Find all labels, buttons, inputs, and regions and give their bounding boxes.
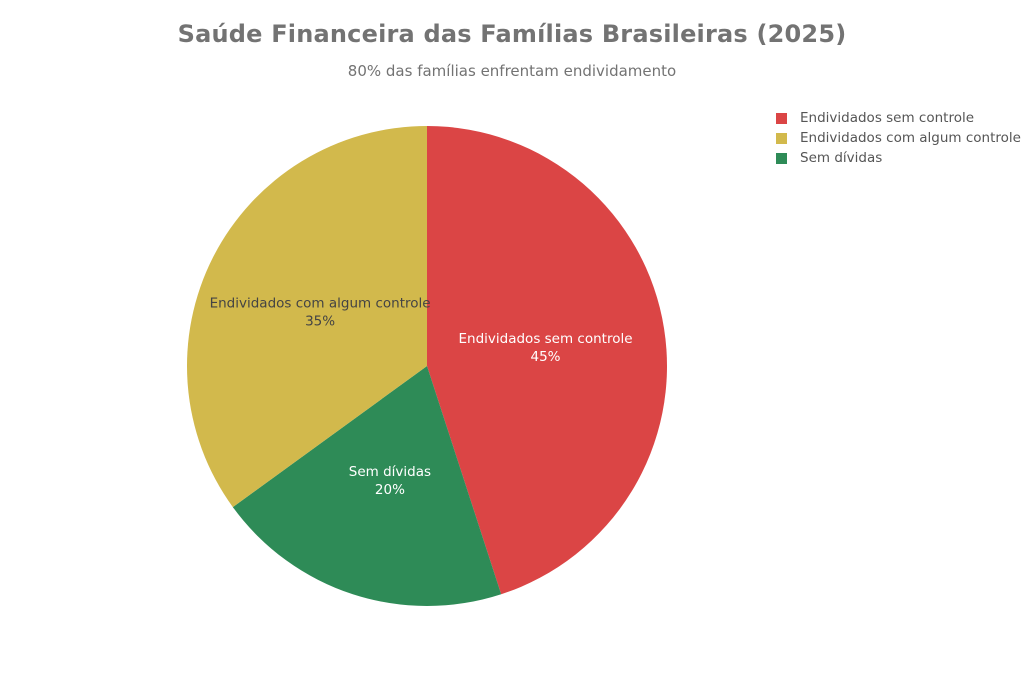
legend-label-2: Sem dívidas [800,150,883,166]
slice-value-1: 20% [375,482,405,498]
pie-slices [187,126,667,607]
legend-swatch-2 [776,152,787,164]
slice-value-2: 35% [305,314,335,330]
pie-slice-1[interactable] [232,366,502,607]
slice-label-0: Endividados sem controle [459,331,633,347]
pie-slice-labels: Endividados sem controle 45% Sem dívidas 20… [210,296,633,499]
legend-item-1[interactable]: Endividados com algum controle [776,128,1021,148]
chart-subtitle: 80% das famílias enfrentam endividamento [347,62,677,80]
legend: Endividados sem controle Endividados com … [776,108,1021,168]
legend-item-2[interactable]: Sem dívidas [776,148,1021,168]
slice-label-1: Sem dívidas [349,464,431,480]
pie-slice-2[interactable] [187,126,427,508]
slice-label-2: Endividados com algum controle [210,296,431,312]
legend-swatch-0 [776,112,787,124]
legend-label-0: Endividados sem controle [800,110,975,126]
chart-title: Saúde Financeira das Famílias Brasileira… [177,20,847,48]
legend-item-0[interactable]: Endividados sem controle [776,108,1021,128]
pie-slice-0[interactable] [427,126,667,595]
legend-swatch-1 [776,132,787,144]
slice-value-0: 45% [531,349,561,365]
legend-label-1: Endividados com algum controle [800,130,1021,146]
